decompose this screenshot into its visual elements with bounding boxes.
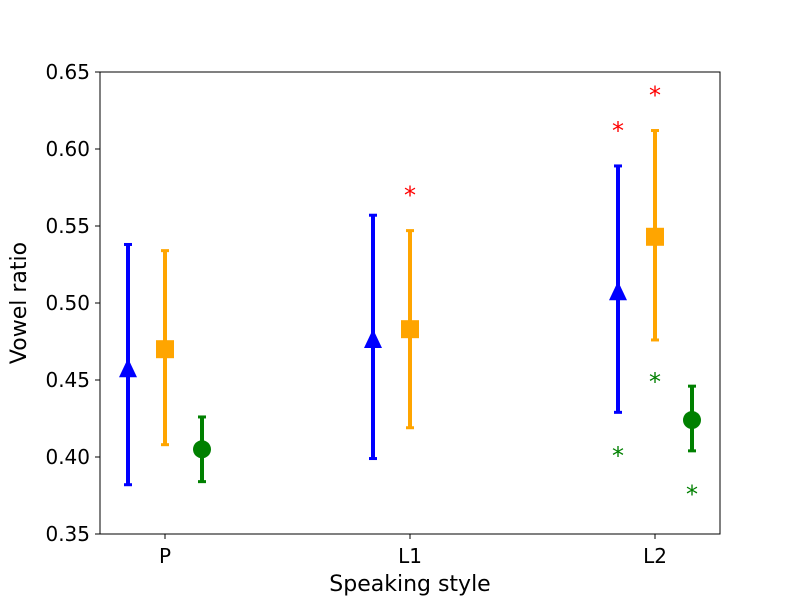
y-tick-label: 0.55 <box>45 214 90 238</box>
x-tick-label: P <box>159 544 171 568</box>
significance-asterisk: * <box>612 117 624 145</box>
significance-asterisk: * <box>649 81 661 109</box>
mean-marker-square <box>401 320 419 339</box>
mean-marker-triangle <box>609 281 627 301</box>
mean-marker-triangle <box>119 358 137 378</box>
significance-asterisk: * <box>404 182 416 210</box>
y-tick-label: 0.35 <box>45 522 90 546</box>
y-tick-label: 0.60 <box>45 137 90 161</box>
significance-asterisk: * <box>686 480 698 508</box>
x-axis-label: Speaking style <box>329 572 490 597</box>
y-axis: 0.35 0.40 0.45 0.50 0.55 0.60 0.65 <box>45 60 100 546</box>
significance-asterisk: * <box>612 442 624 470</box>
mean-marker-circle <box>193 440 211 459</box>
x-axis: P L1 L2 <box>159 534 667 568</box>
y-axis-label: Vowel ratio <box>7 242 32 364</box>
y-tick-label: 0.65 <box>45 60 90 84</box>
x-tick-label: L2 <box>643 544 667 568</box>
plot-marks: * * * * * * <box>119 81 701 508</box>
y-tick-label: 0.50 <box>45 291 90 315</box>
x-tick-label: L1 <box>398 544 422 568</box>
mean-marker-square <box>156 340 174 359</box>
y-tick-label: 0.40 <box>45 445 90 469</box>
significance-asterisk: * <box>649 368 661 396</box>
mean-marker-triangle <box>364 328 382 348</box>
mean-marker-square <box>646 227 664 246</box>
mean-marker-circle <box>683 411 701 430</box>
y-tick-label: 0.45 <box>45 368 90 392</box>
